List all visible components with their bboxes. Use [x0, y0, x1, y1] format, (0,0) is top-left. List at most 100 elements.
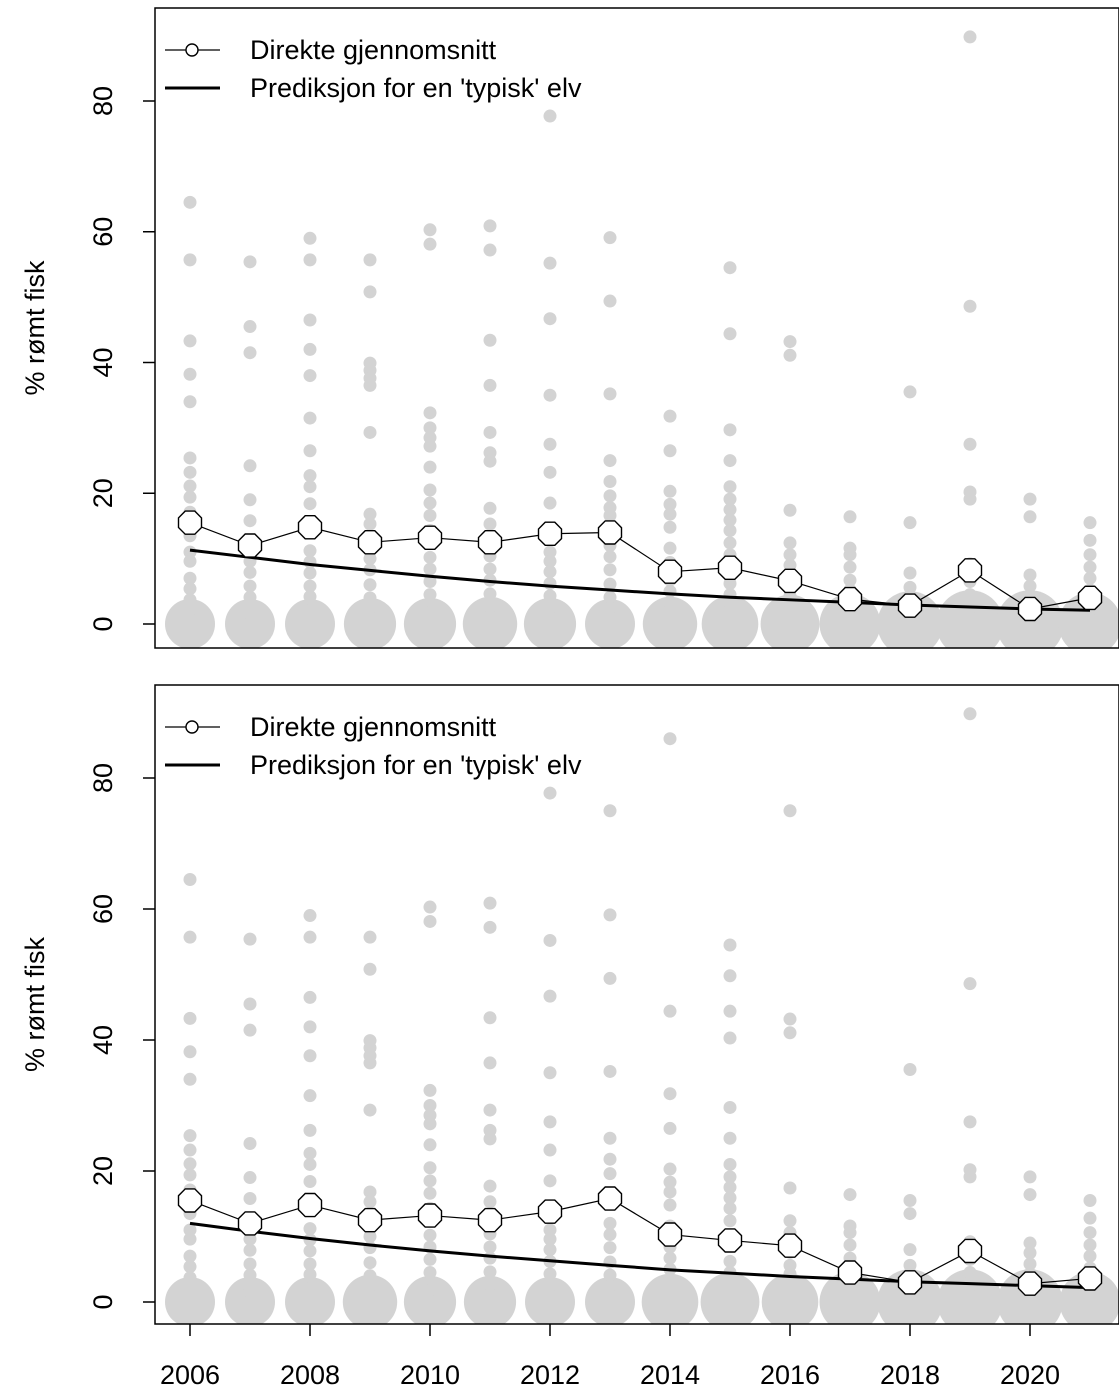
legend-mean-marker — [185, 720, 199, 734]
raw-data-point — [303, 544, 317, 558]
zero-point-disc — [585, 599, 635, 648]
raw-data-point — [963, 299, 977, 313]
raw-data-point — [183, 1045, 197, 1059]
raw-data-point — [423, 605, 437, 619]
raw-data-point — [723, 327, 737, 341]
zero-point-disc — [585, 1277, 635, 1324]
raw-data-point — [423, 900, 437, 914]
raw-data-point — [723, 492, 737, 506]
raw-data-point — [363, 1195, 377, 1209]
raw-data-point — [783, 548, 797, 562]
mean-point-marker — [597, 1186, 623, 1211]
raw-data-point — [363, 1185, 377, 1199]
raw-data-point — [183, 451, 197, 465]
raw-data-point — [963, 30, 977, 44]
raw-data-point — [183, 195, 197, 209]
mean-point-marker — [837, 586, 863, 612]
raw-data-point — [243, 1257, 257, 1271]
raw-data-point — [363, 962, 377, 976]
raw-data-point — [303, 253, 317, 267]
raw-data-point — [603, 550, 617, 564]
raw-data-point — [723, 503, 737, 517]
raw-data-point — [723, 536, 737, 550]
raw-data-point — [483, 333, 497, 347]
raw-data-point — [783, 604, 797, 618]
x-tick-label: 2016 — [760, 1360, 820, 1390]
raw-data-point — [543, 496, 557, 510]
raw-data-point — [723, 604, 737, 618]
zero-point-disc — [700, 1272, 760, 1324]
raw-data-point — [543, 786, 557, 800]
zero-point-disc — [819, 593, 881, 648]
raw-data-point — [543, 565, 557, 579]
raw-data-point — [543, 1223, 557, 1237]
raw-data-point — [243, 1232, 257, 1246]
raw-data-point — [783, 503, 797, 517]
raw-data-point — [1023, 1236, 1037, 1250]
legend-entry-prediction: Prediksjon for en 'typisk' elv — [250, 750, 582, 780]
raw-data-point — [303, 1244, 317, 1258]
raw-data-point — [303, 313, 317, 327]
raw-data-point — [183, 1157, 197, 1171]
raw-data-point — [543, 1267, 557, 1281]
raw-data-point — [1083, 1238, 1097, 1252]
raw-data-point — [543, 1279, 557, 1293]
zero-point-disc — [1058, 592, 1119, 648]
raw-data-point — [723, 1254, 737, 1268]
raw-data-point — [303, 480, 317, 494]
raw-data-point — [723, 1180, 737, 1194]
raw-data-point — [483, 1278, 497, 1292]
raw-data-point — [543, 989, 557, 1003]
x-tick-label: 2008 — [280, 1360, 340, 1390]
raw-data-point — [483, 896, 497, 910]
raw-data-point — [363, 1230, 377, 1243]
raw-data-point — [303, 1174, 317, 1188]
raw-data-point — [963, 1279, 977, 1293]
raw-data-point — [183, 1232, 197, 1246]
mean-point-marker — [657, 559, 683, 584]
raw-data-point — [183, 1143, 197, 1157]
raw-data-point — [303, 444, 317, 458]
mean-point-marker — [717, 555, 743, 580]
mean-point-marker — [657, 1222, 683, 1247]
raw-data-point — [603, 1216, 617, 1230]
raw-data-point — [243, 1023, 257, 1037]
raw-data-point — [723, 1282, 737, 1296]
zero-point-disc — [819, 1271, 881, 1324]
raw-data-point — [663, 444, 677, 458]
mean-point-marker — [177, 1188, 203, 1213]
mean-point-marker — [957, 1238, 983, 1264]
raw-data-point — [963, 1266, 977, 1280]
raw-data-point — [423, 223, 437, 237]
zero-point-disc — [701, 595, 759, 648]
legend-entry-mean: Direkte gjennomsnitt — [250, 712, 497, 742]
raw-data-point — [483, 1251, 497, 1265]
raw-data-point — [603, 508, 617, 522]
raw-data-point — [183, 490, 197, 504]
raw-data-point — [1023, 1257, 1037, 1271]
raw-data-point — [723, 480, 737, 494]
raw-data-point — [663, 1185, 677, 1199]
raw-data-point — [423, 914, 437, 928]
zero-point-disc — [642, 596, 698, 648]
raw-data-point — [543, 465, 557, 479]
chart-panel-1: 0 20 40 60 80 % rømt fisk Direkte gjennomsnitt… — [20, 7, 1119, 649]
raw-data-point — [303, 909, 317, 923]
raw-data-point — [423, 483, 437, 497]
raw-data-point — [483, 1056, 497, 1070]
raw-data-point — [783, 335, 797, 349]
legend-entry-prediction: Prediksjon for en 'typisk' elv — [250, 73, 582, 103]
mean-point-marker — [297, 1192, 323, 1218]
raw-data-point — [303, 1157, 317, 1171]
raw-data-point — [183, 465, 197, 479]
raw-data-point — [363, 425, 377, 439]
raw-data-point — [483, 517, 497, 531]
raw-data-point — [543, 388, 557, 402]
raw-data-point — [363, 1103, 377, 1117]
raw-data-point — [903, 1243, 917, 1257]
raw-data-point — [423, 1138, 437, 1152]
mean-point-marker — [1077, 1266, 1103, 1291]
zero-point-disc — [641, 1273, 699, 1324]
raw-data-point — [963, 492, 977, 506]
